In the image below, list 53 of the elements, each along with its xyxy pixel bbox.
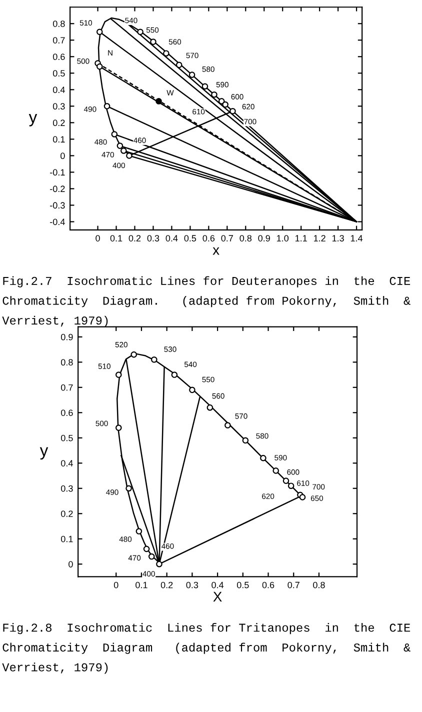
y-tick-label: 0.5 [61,434,73,442]
x-tick-label: 0.5 [236,582,249,588]
x-tick-label: 0.1 [110,235,122,242]
y-tick-label: -0.3 [50,202,65,209]
x-tick-label: 0.2 [160,582,173,588]
y-tick-label: 0.2 [52,120,65,126]
x-tick-label: 0.8 [240,235,252,242]
x-axis-title: X [213,592,222,602]
y-tick-label: 0.5 [52,70,65,77]
x-tick-label: 0.6 [202,235,215,242]
y-tick-label: 0.7 [52,37,65,44]
x-axis-title: x [212,247,220,255]
y-tick-label: -0.2 [50,186,65,192]
y-tick-label: 0.8 [61,359,73,366]
y-tick-label: -0.4 [50,218,65,226]
x-tick-label: 0.8 [313,582,325,588]
x-tick-label: 1.0 [277,235,289,242]
y-tick-label: 0.8 [52,20,65,27]
x-tick-label: 0.6 [262,582,274,588]
x-tick-label: 0.5 [184,235,196,242]
caption: Fig.2.8 Isochromatic Lines for Tritanopes in the CIE Chromaticity Diagram (adapted from Pokorny, Smith & Verriest, 1979) [2,623,410,674]
x-tick-label: 0.2 [128,235,141,242]
x-tick-label: 0.7 [221,235,233,242]
y-tick-label: 0.3 [61,485,73,492]
x-tick-label: 1.3 [332,235,344,242]
x-tick-label: 0.7 [288,582,300,588]
y-tick-label: 0.6 [61,410,73,416]
y-tick-label: 0 [60,152,65,160]
y-axis-title: y [40,447,48,460]
x-tick-label: 1.1 [296,235,307,242]
x-tick-label: 1.4 [350,235,363,242]
x-tick-label: 0.4 [212,582,224,588]
x-tick-label: 1.2 [314,235,326,242]
y-tick-label: 0.6 [52,54,65,60]
x-tick-label: 0.1 [136,582,148,588]
annotation: Fig.2.7 Isochromatic Lines for Deuteranopes in the CIE Chromaticity Diagram. (adapted from Pokorny, Smith & Verriest, 1979) [2,276,410,327]
y-tick-label: 0.9 [61,334,73,340]
x-tick-label: 0 [96,235,100,242]
x-tick-label: 0.3 [147,235,160,242]
x-tick-label: 0.3 [186,582,198,588]
y-tick-label: 0.4 [61,460,73,466]
y-tick-label: 0.3 [52,103,65,110]
x-tick-label: 0.9 [258,235,270,242]
x-tick-label: 0.4 [166,235,178,242]
y-axis-title: y [28,114,38,126]
y-tick-label: -0.1 [50,169,65,176]
y-tick-label: 0 [68,561,73,568]
y-tick-label: 0.1 [61,536,73,542]
y-tick-label: 0.4 [52,86,65,94]
y-tick-label: 0.7 [61,384,73,391]
y-tick-label: 0.1 [52,136,65,143]
x-tick-label: 0 [114,582,118,588]
y-tick-label: 0.2 [61,510,73,517]
